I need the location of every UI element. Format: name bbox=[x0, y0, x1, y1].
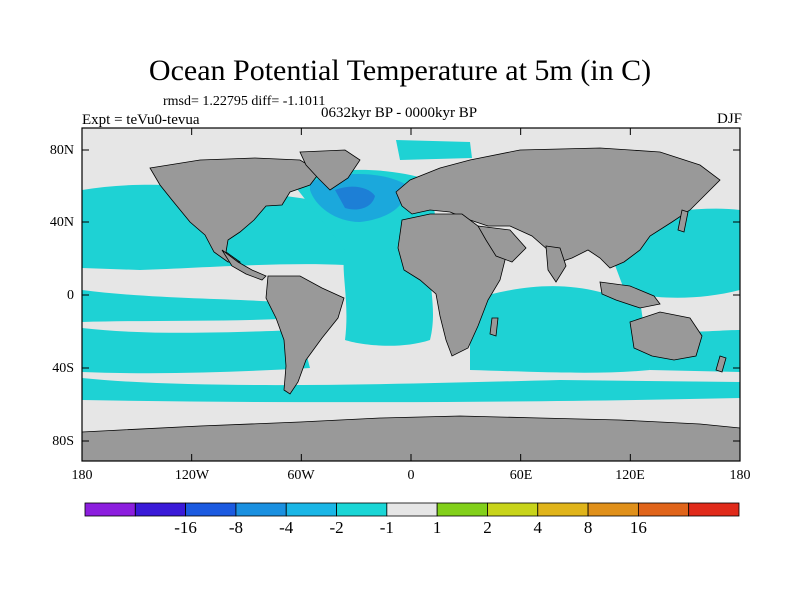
lat-label-40s: 40S bbox=[52, 361, 74, 376]
colorbar-swatch bbox=[637, 502, 690, 517]
colorbar-label: 1 bbox=[432, 518, 442, 537]
land-arabia bbox=[477, 225, 527, 263]
colorbar-swatch bbox=[134, 502, 187, 517]
map-field bbox=[82, 128, 740, 461]
land-india bbox=[545, 245, 567, 283]
north-atlantic-strongest-patch bbox=[335, 186, 375, 210]
indian-ocean-band bbox=[470, 286, 650, 373]
land-australia bbox=[629, 311, 703, 361]
season-label: DJF bbox=[716, 111, 742, 127]
colorbar-swatch bbox=[386, 502, 438, 517]
colorbar-swatch bbox=[688, 502, 740, 517]
colorbar-swatch bbox=[436, 502, 488, 517]
experiment-label: Expt = teVu0-tevua bbox=[82, 112, 200, 128]
colorbar-swatch bbox=[235, 502, 287, 517]
colorbar-swatch bbox=[587, 502, 639, 517]
colorbar-swatch bbox=[537, 502, 589, 517]
colorbar-label: 2 bbox=[483, 518, 492, 537]
lat-label-40n: 40N bbox=[49, 215, 74, 230]
lat-label-80n: 80N bbox=[49, 143, 74, 158]
land-japan bbox=[677, 209, 689, 233]
colorbar-label: -8 bbox=[228, 518, 243, 537]
lon-label-180w: 180 bbox=[71, 468, 93, 483]
lat-label-80s: 80S bbox=[52, 434, 74, 449]
lon-label-60e: 60E bbox=[509, 468, 533, 483]
colorbar-swatch bbox=[285, 502, 337, 517]
colorbar-label: 4 bbox=[533, 518, 543, 537]
lon-label-180e: 180 bbox=[729, 468, 751, 483]
colorbar-label: 8 bbox=[583, 518, 593, 537]
colorbar-swatch bbox=[336, 502, 388, 517]
colorbar-label: -2 bbox=[329, 518, 344, 537]
lon-label-120w: 120W bbox=[174, 468, 210, 483]
colorbar-label: -16 bbox=[174, 518, 197, 537]
colorbar-swatch bbox=[84, 502, 136, 517]
atlantic-band bbox=[290, 169, 440, 346]
arctic-patch bbox=[396, 140, 472, 160]
map-title: Ocean Potential Temperature at 5m (in C) bbox=[148, 54, 652, 87]
land-africa bbox=[397, 213, 507, 357]
southern-ocean-band bbox=[82, 378, 740, 403]
land-southeast-asia-islands bbox=[599, 281, 661, 309]
colorbar-label: -4 bbox=[279, 518, 294, 537]
land-new-zealand bbox=[715, 355, 727, 373]
land-madagascar bbox=[489, 317, 499, 337]
lon-label-60w: 60W bbox=[287, 468, 315, 483]
colorbar-swatch bbox=[185, 502, 237, 517]
rmsd-diff-stats: rmsd= 1.22795 diff= -1.1011 bbox=[163, 94, 326, 109]
lat-label-0: 0 bbox=[67, 288, 74, 303]
land-south-america bbox=[265, 275, 345, 395]
axis-ticks bbox=[81, 128, 741, 461]
period-label: 0632kyr BP - 0000kyr BP bbox=[321, 105, 478, 121]
colorbar-label: -1 bbox=[379, 518, 394, 537]
pacific-south-band bbox=[82, 328, 310, 374]
lon-label-120e: 120E bbox=[615, 468, 645, 483]
colorbar bbox=[84, 502, 740, 517]
land-antarctica bbox=[82, 415, 740, 461]
land-layer bbox=[82, 147, 740, 461]
colorbar-swatch bbox=[487, 502, 539, 517]
colorbar-label: 16 bbox=[629, 518, 647, 537]
land-greenland bbox=[299, 149, 361, 191]
land-central-america bbox=[221, 249, 267, 281]
lon-label-0: 0 bbox=[407, 468, 415, 483]
pacific-equatorial-band bbox=[82, 290, 300, 322]
